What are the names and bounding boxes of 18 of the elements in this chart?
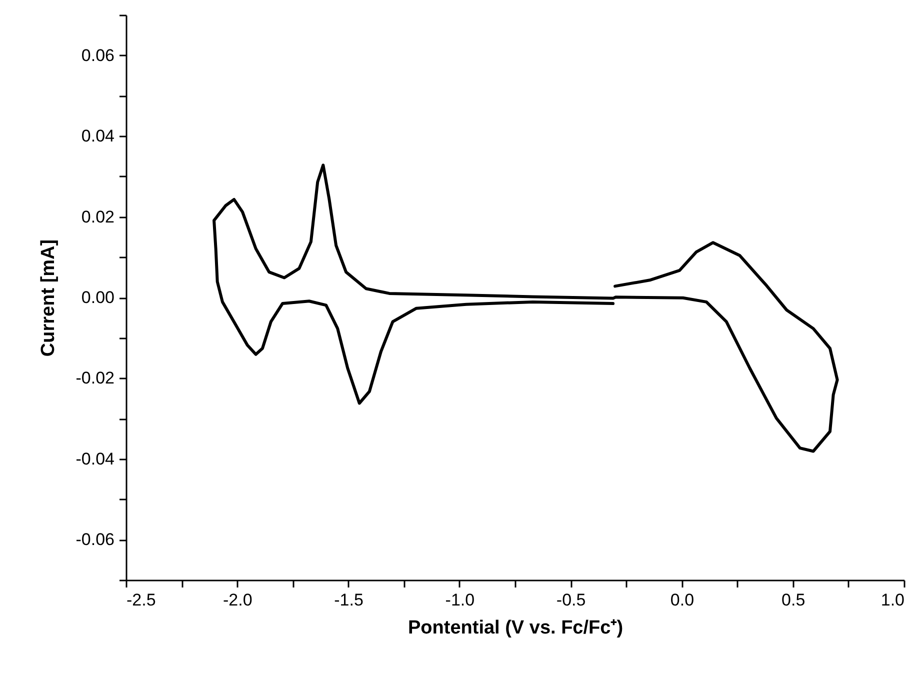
x-tick-label: -2.0 xyxy=(222,590,252,610)
y-tick-label: 0.06 xyxy=(81,46,114,65)
y-tick-label: -0.06 xyxy=(76,530,114,550)
x-tick-label: 1.0 xyxy=(880,590,904,610)
x-axis-title: Pontential (V vs. Fc/Fc⁺) xyxy=(408,618,624,638)
y-tick-label: -0.02 xyxy=(76,368,114,388)
line-series xyxy=(212,164,839,453)
y-tick-label: 0.02 xyxy=(81,207,114,226)
y-axis-title: Current [mA] xyxy=(38,239,59,357)
x-tick-label: 0.5 xyxy=(782,590,806,610)
x-tick-label: 0.0 xyxy=(670,590,694,610)
y-tick-label: -0.04 xyxy=(76,449,114,468)
y-tick-label: 0.00 xyxy=(81,288,114,307)
x-tick-label: -2.5 xyxy=(126,590,156,610)
x-tick-label: -1.0 xyxy=(445,590,475,610)
x-tick-label: -0.5 xyxy=(556,590,586,610)
x-tick-label: -1.5 xyxy=(334,590,364,610)
y-tick-label: 0.04 xyxy=(81,126,114,146)
